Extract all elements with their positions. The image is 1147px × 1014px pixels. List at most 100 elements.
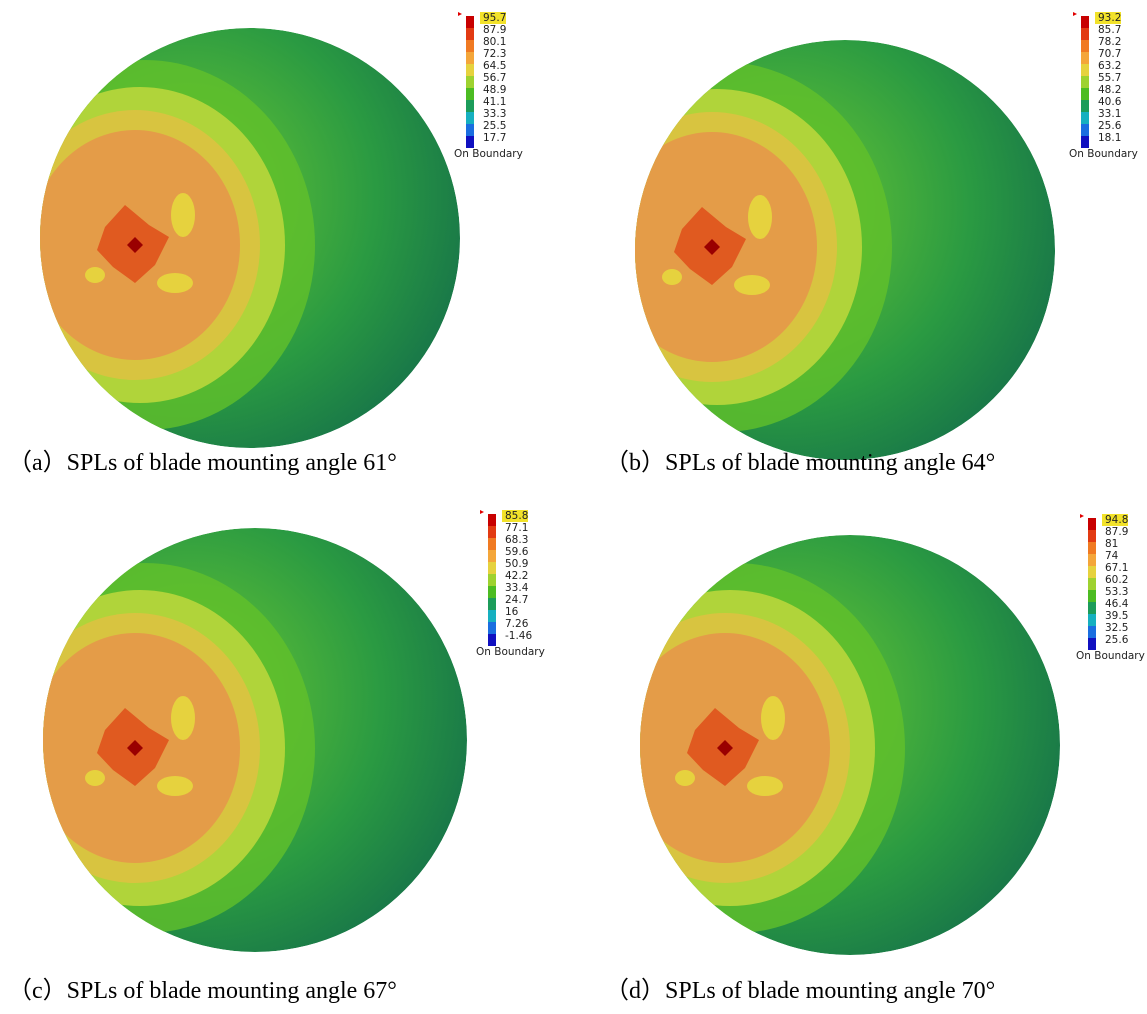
legend-swatch [1088, 566, 1096, 578]
legend: 95.787.980.172.364.556.748.941.133.325.5… [454, 12, 523, 160]
legend-footer: On Boundary [1076, 650, 1145, 662]
legend-value: 48.2 [1098, 84, 1121, 96]
legend-swatch [1081, 100, 1089, 112]
contour [85, 267, 105, 283]
legend-swatch [488, 622, 496, 634]
legend-value: 32.5 [1105, 622, 1128, 634]
legend-swatch [1088, 626, 1096, 638]
contour [748, 195, 772, 239]
legend-swatch [466, 100, 474, 112]
legend-swatch [488, 562, 496, 574]
contour [675, 770, 695, 786]
legend-swatch [1081, 52, 1089, 64]
legend-marker [1073, 12, 1077, 16]
legend-swatch [466, 112, 474, 124]
legend-value: 33.4 [505, 582, 529, 594]
legend-swatch [466, 124, 474, 136]
panel: 93.285.778.270.763.255.748.240.633.125.6… [552, 12, 1138, 476]
legend-value: 42.2 [505, 570, 528, 582]
legend-value: 60.2 [1105, 574, 1128, 586]
legend-value: 50.9 [505, 558, 528, 570]
legend-value: 25.5 [483, 120, 506, 132]
legend-swatch [466, 136, 474, 148]
legend-swatch [1088, 602, 1096, 614]
legend-value: 17.7 [483, 132, 506, 144]
legend-value: 48.9 [483, 84, 506, 96]
legend-swatch [466, 64, 474, 76]
contour [171, 696, 195, 740]
legend-swatch [1081, 136, 1089, 148]
sphere [0, 528, 467, 952]
legend-swatch [1088, 518, 1096, 530]
legend-swatch [466, 16, 474, 28]
legend-value: 81 [1105, 538, 1118, 550]
sphere [565, 535, 1060, 955]
legend: 93.285.778.270.763.255.748.240.633.125.6… [1069, 12, 1138, 160]
contour [747, 776, 783, 796]
legend-marker [480, 510, 484, 514]
legend-value: 25.6 [1098, 120, 1122, 132]
panel: 95.787.980.172.364.556.748.941.133.325.5… [0, 12, 523, 476]
legend-swatch [466, 88, 474, 100]
legend-footer: On Boundary [1069, 148, 1138, 160]
legend-value: 41.1 [483, 96, 506, 108]
legend-value: 78.2 [1098, 36, 1121, 48]
legend-value: 59.6 [505, 546, 529, 558]
legend-marker [458, 12, 462, 16]
legend-swatch [1088, 578, 1096, 590]
legend-value: 85.7 [1098, 24, 1121, 36]
legend-swatch [1081, 88, 1089, 100]
legend-value: -1.46 [505, 630, 532, 642]
contour [85, 770, 105, 786]
panel: 85.877.168.359.650.942.233.424.7167.26-1… [0, 510, 545, 1004]
caption: （c）SPLs of blade mounting angle 67° [8, 978, 397, 1004]
legend-value: 55.7 [1098, 72, 1121, 84]
legend-swatch [488, 574, 496, 586]
legend-value: 67.1 [1105, 562, 1128, 574]
legend-value: 56.7 [483, 72, 506, 84]
legend-swatch [488, 586, 496, 598]
legend-swatch [1081, 28, 1089, 40]
legend-marker [1080, 514, 1084, 518]
legend-swatch [1088, 542, 1096, 554]
legend-value: 7.26 [505, 618, 529, 630]
legend-swatch [1081, 76, 1089, 88]
legend-value: 72.3 [483, 48, 506, 60]
legend-swatch [488, 598, 496, 610]
legend-swatch [488, 634, 496, 646]
legend-swatch [466, 28, 474, 40]
legend-value: 39.5 [1105, 610, 1128, 622]
legend-value: 63.2 [1098, 60, 1121, 72]
legend-swatch [1088, 554, 1096, 566]
legend-swatch [488, 610, 496, 622]
legend-value: 74 [1105, 550, 1119, 562]
contour [734, 275, 770, 295]
legend-value: 77.1 [505, 522, 528, 534]
sphere [552, 40, 1055, 460]
contour [157, 776, 193, 796]
legend-value: 53.3 [1105, 586, 1128, 598]
legend-value: 95.7 [483, 12, 506, 24]
legend-value: 18.1 [1098, 132, 1121, 144]
legend-value: 33.1 [1098, 108, 1121, 120]
legend-value: 40.6 [1098, 96, 1122, 108]
legend-swatch [1088, 590, 1096, 602]
legend-value: 80.1 [483, 36, 506, 48]
legend-value: 64.5 [483, 60, 506, 72]
legend-swatch [488, 514, 496, 526]
contour [761, 696, 785, 740]
panel: 94.887.9817467.160.253.346.439.532.525.6… [565, 514, 1145, 1004]
legend-swatch [466, 40, 474, 52]
legend-swatch [488, 550, 496, 562]
legend-swatch [1088, 530, 1096, 542]
caption: （a）SPLs of blade mounting angle 61° [8, 450, 397, 476]
contour [662, 269, 682, 285]
legend: 94.887.9817467.160.253.346.439.532.525.6… [1076, 514, 1145, 662]
legend-swatch [466, 52, 474, 64]
contour [171, 193, 195, 237]
legend-value: 25.6 [1105, 634, 1129, 646]
legend-swatch [1081, 16, 1089, 28]
legend-value: 68.3 [505, 534, 528, 546]
sphere [0, 28, 460, 448]
legend-value: 85.8 [505, 510, 528, 522]
